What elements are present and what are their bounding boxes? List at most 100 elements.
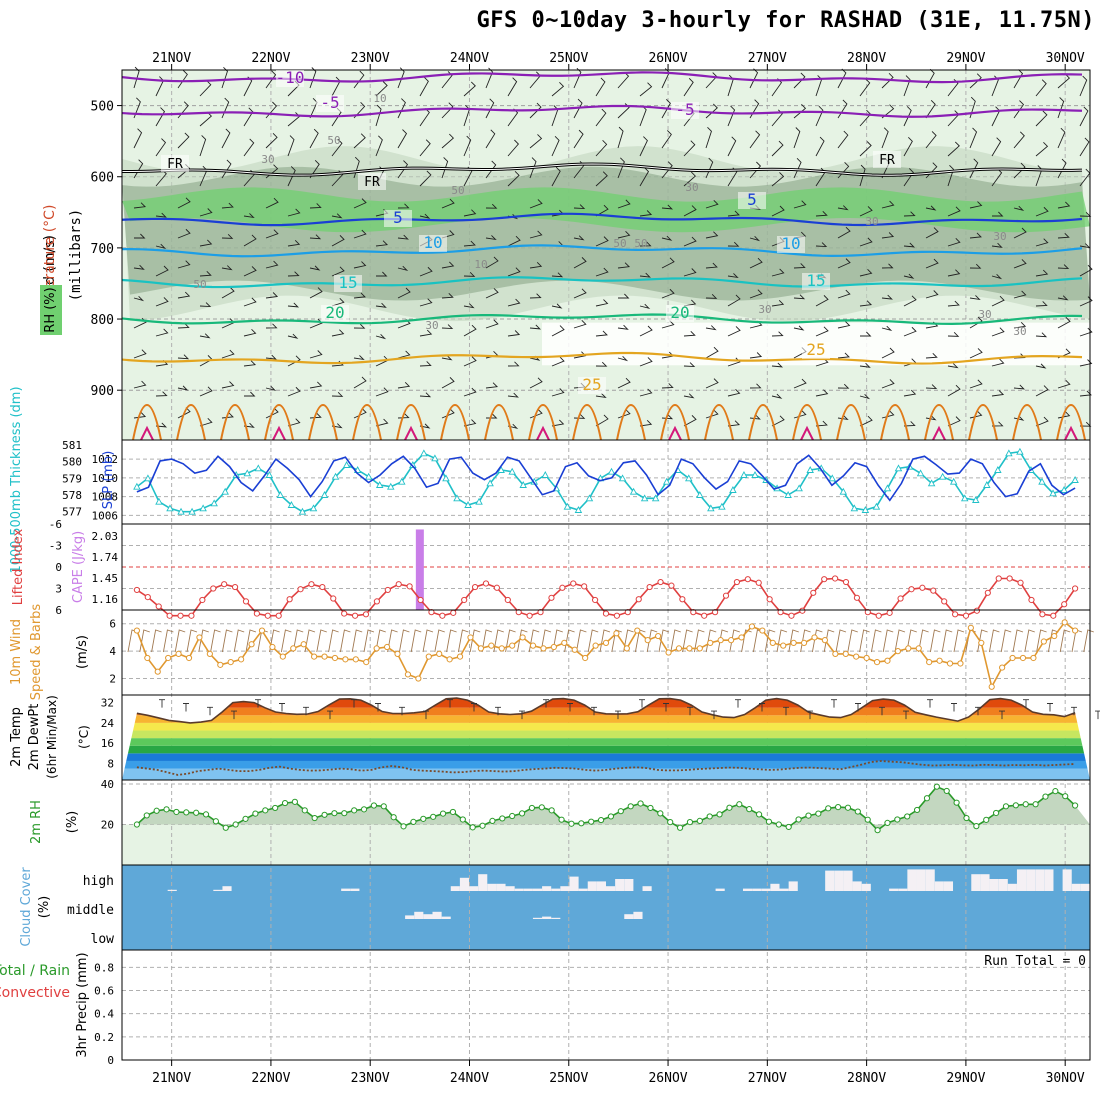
- minmax-whisker: [375, 703, 381, 712]
- wind-speed-point: [853, 653, 860, 660]
- wind-barb: [463, 387, 477, 397]
- warm-contour-magenta: [800, 425, 814, 441]
- freezing-contour-inner: [121, 163, 1083, 176]
- wind-barb: [375, 302, 387, 308]
- surface-wind-barb: [233, 629, 245, 653]
- precip-tick-label: 0: [107, 1054, 114, 1067]
- date-label-top: 21NOV: [152, 51, 191, 66]
- ylabel-temp-units: (°C): [77, 725, 91, 749]
- wind-barb: [771, 205, 785, 217]
- ylabel-cloud-units: (%): [37, 896, 52, 919]
- wind-barb: [991, 358, 1005, 367]
- wind-barb: [903, 75, 911, 97]
- wind-barb: [925, 352, 938, 359]
- wind-speed-point: [582, 654, 589, 662]
- wind-barb: [199, 333, 211, 339]
- lifted-index-point: [395, 581, 402, 588]
- wind-barb: [925, 384, 938, 390]
- wind-barb: [551, 272, 564, 278]
- wind-barb: [749, 289, 763, 299]
- warm-contour-orange: [968, 404, 998, 441]
- thickness-point: [983, 481, 991, 488]
- thickness-point: [685, 474, 693, 482]
- wind-barb: [771, 415, 785, 427]
- wind-barb: [969, 295, 981, 301]
- thickness-point: [994, 466, 1002, 473]
- rh2m-point: [647, 804, 654, 812]
- wind-barb: [441, 198, 455, 209]
- wind-barb: [463, 419, 477, 427]
- wind-barb: [309, 203, 322, 209]
- surface-wind-barb: [398, 629, 410, 653]
- rh2m-point: [667, 818, 674, 826]
- thickness-point: [442, 474, 450, 482]
- wind-barb: [287, 333, 299, 339]
- lifted-index-point: [221, 581, 228, 588]
- wind-barb: [683, 415, 697, 427]
- temp-band: [122, 768, 1090, 780]
- wind-speed-point: [415, 675, 422, 682]
- warm-contour-magenta: [1064, 425, 1078, 441]
- warm-contour-magenta: [404, 425, 418, 441]
- wind-barb: [573, 204, 586, 210]
- wind-speed-point: [467, 634, 474, 641]
- wind-barb: [661, 130, 672, 149]
- wind-barb: [881, 72, 894, 89]
- cloud-high-bar: [469, 886, 479, 891]
- rh2m-point: [676, 824, 684, 831]
- wind-barb: [903, 389, 917, 397]
- wind-barb: [309, 287, 323, 299]
- wind-barb: [771, 140, 784, 157]
- wind-speed-point: [978, 639, 985, 647]
- wind-barb: [618, 293, 630, 299]
- wind-barb: [419, 139, 431, 157]
- wind-barb: [1035, 141, 1049, 157]
- wind-barb: [221, 286, 235, 299]
- wind-barb: [1079, 296, 1093, 307]
- minmax-whisker: [543, 699, 549, 708]
- lifted-index-point: [886, 609, 893, 616]
- page-title: GFS 0~10day 3-hourly for RASHAD (31E, 11…: [476, 8, 1095, 33]
- lifted-index-point: [504, 596, 511, 604]
- minmax-whisker: [351, 699, 357, 708]
- wind-barb: [859, 394, 871, 400]
- rh2m-point: [133, 821, 140, 828]
- thickness-point: [751, 471, 759, 478]
- wind-barb: [244, 391, 256, 397]
- cloud-high-bar: [505, 886, 515, 891]
- lifted-index-point: [635, 596, 642, 603]
- wind-barb: [287, 386, 301, 397]
- cloud-high-bar: [1071, 883, 1081, 891]
- wind-barb: [903, 106, 912, 127]
- wind-barb: [793, 378, 807, 389]
- wind-barb: [837, 258, 851, 269]
- rh2m-point: [864, 816, 871, 823]
- minmax-whisker: [1023, 699, 1029, 708]
- y-tick-label: 800: [91, 313, 114, 328]
- date-label-bottom: 23NOV: [351, 1071, 390, 1086]
- surface-wind-barb: [764, 629, 776, 653]
- lifted-index-point: [275, 612, 282, 619]
- thickness-tick-label: 577: [62, 506, 82, 519]
- wind-barb: [727, 136, 737, 157]
- surface-wind-barb: [658, 629, 670, 653]
- wind-barb: [463, 356, 477, 367]
- temp-band: [122, 760, 1090, 769]
- rh2m-point: [1052, 788, 1059, 795]
- wind-barb: [529, 408, 543, 419]
- minmax-whisker: [927, 699, 933, 708]
- wind-barb: [815, 420, 828, 427]
- wind-barb: [705, 199, 719, 209]
- rh2m-point: [607, 813, 615, 820]
- wind-barb: [441, 71, 453, 89]
- wind-barb: [925, 99, 936, 119]
- lifted-index-point: [908, 586, 915, 593]
- wind-barb: [441, 102, 454, 119]
- date-label-top: 29NOV: [946, 51, 985, 66]
- wind-barb: [331, 392, 344, 397]
- wind-speed-point: [1072, 627, 1079, 634]
- wind-speed-point: [154, 668, 161, 675]
- wind-speed-point: [926, 658, 933, 666]
- wind-barb: [705, 325, 717, 331]
- rh2m-point: [489, 817, 496, 824]
